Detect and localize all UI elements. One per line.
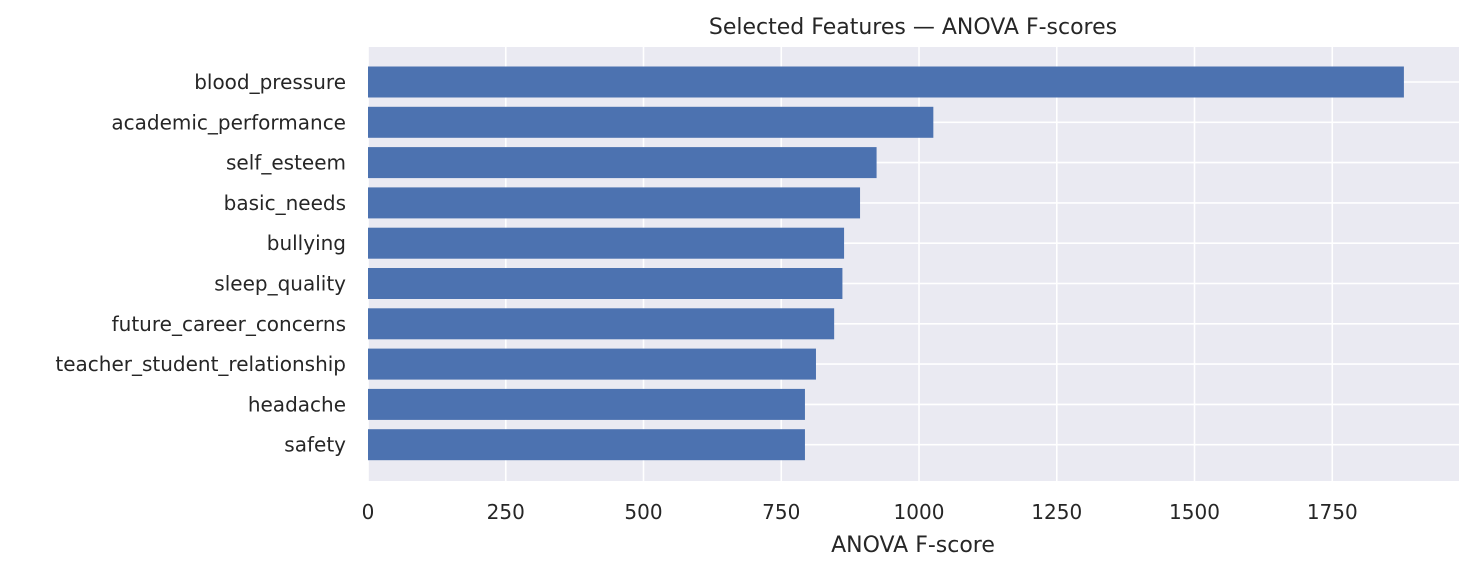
bar-teacher_student_relationship <box>368 348 816 380</box>
y-tick-label: headache <box>248 392 346 416</box>
bar-safety <box>368 429 805 461</box>
x-axis-label: ANOVA F-score <box>831 533 995 558</box>
y-tick-label: future_career_concerns <box>112 312 346 336</box>
bars <box>368 66 1404 461</box>
chart-title: Selected Features — ANOVA F-scores <box>709 15 1117 40</box>
bar-academic_performance <box>368 106 934 138</box>
y-tick-label: academic_performance <box>111 110 346 134</box>
bar-future_career_concerns <box>368 308 835 340</box>
x-tick-label: 1500 <box>1169 500 1220 524</box>
y-tick-labels: blood_pressure academic_performance self_e… <box>55 70 346 457</box>
x-tick-label: 1000 <box>894 500 945 524</box>
x-tick-label: 1750 <box>1307 500 1358 524</box>
y-tick-label: teacher_student_relationship <box>55 352 346 376</box>
bar-bullying <box>368 227 845 259</box>
y-tick-label: self_esteem <box>226 151 346 175</box>
y-tick-label: basic_needs <box>224 191 346 215</box>
y-tick-label: blood_pressure <box>194 70 346 94</box>
x-tick-label: 250 <box>487 500 525 524</box>
x-tick-label: 500 <box>624 500 662 524</box>
bar-basic_needs <box>368 187 861 219</box>
x-tick-label: 750 <box>762 500 800 524</box>
bar-headache <box>368 388 805 420</box>
bar-self_esteem <box>368 147 877 179</box>
x-tick-labels: 0 250 500 750 1000 1250 1500 1750 <box>362 500 1358 524</box>
x-tick-label: 0 <box>362 500 375 524</box>
y-tick-label: sleep_quality <box>214 272 346 296</box>
y-tick-label: safety <box>284 433 346 457</box>
bar-sleep_quality <box>368 268 843 299</box>
x-tick-label: 1250 <box>1031 500 1082 524</box>
y-tick-label: bullying <box>267 231 346 255</box>
bar-blood_pressure <box>368 66 1404 98</box>
